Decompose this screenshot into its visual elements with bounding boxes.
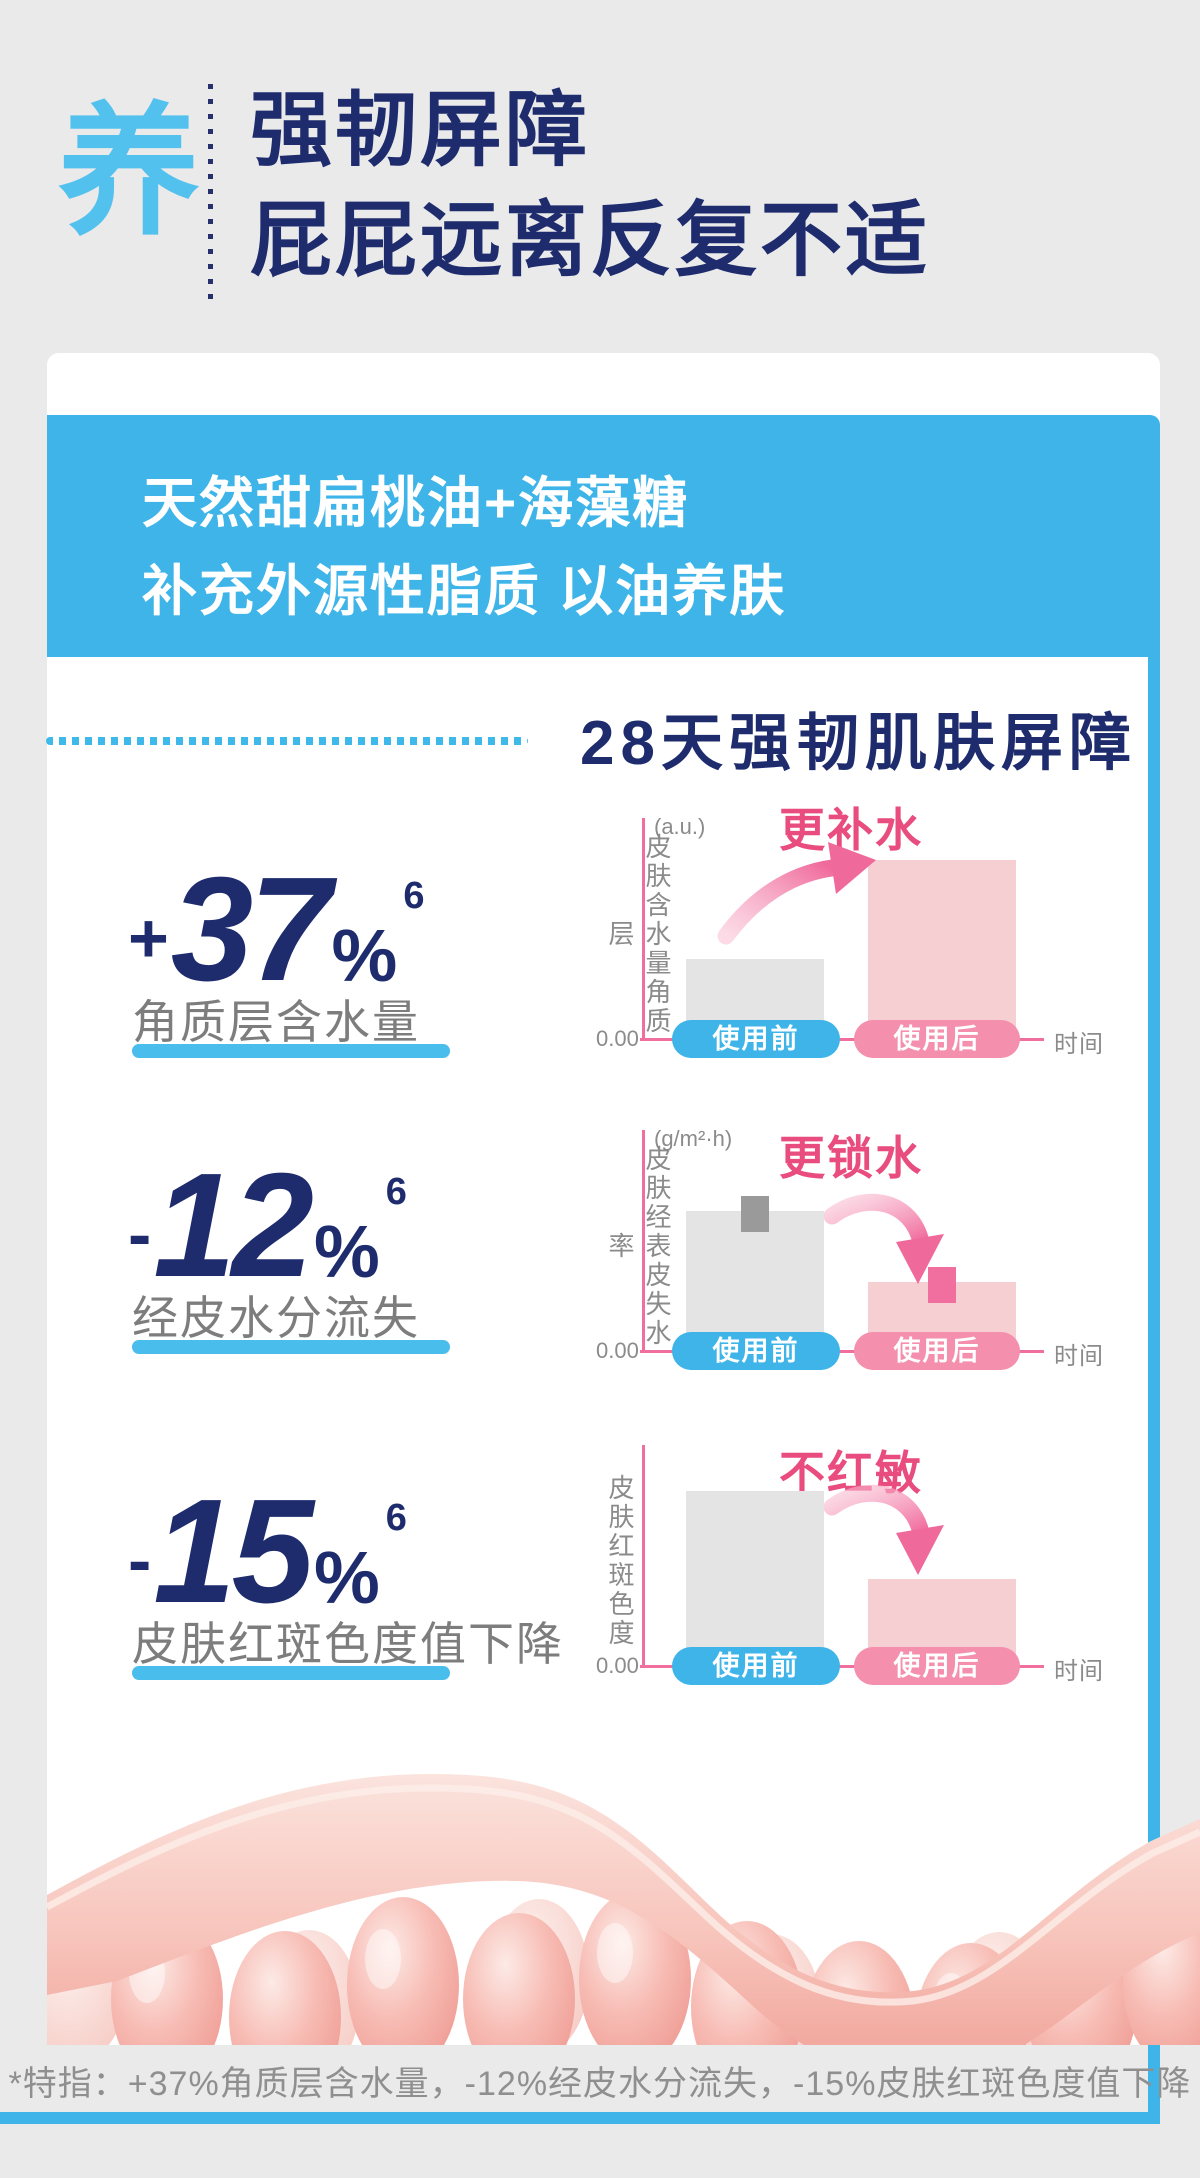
x-axis-line [640,1038,1044,1041]
origin-label: 0.00 [596,1653,639,1678]
stat-number: -15% 6 [128,1478,407,1626]
footnote-text: *特指：+37%角质层含水量，-12%经皮水分流失，-15%皮肤红斑色度值下降 [8,2065,1192,2103]
chart-claim: 更锁水 [779,1132,923,1184]
stat-percent: % [313,1536,380,1619]
ingredient-banner: 天然甜扁桃油+海藻糖 补充外源性脂质 以油养肤 [47,415,1160,657]
stat-label: 皮肤红斑色度值下降 [132,1618,564,1670]
trend-down-arrow [824,1484,944,1575]
stat-sign: - [128,1521,152,1599]
y-axis-line [642,818,645,1041]
x-axis-label: 时间 [1054,1343,1104,1370]
x-category-after: 使用后 [854,1647,1020,1685]
skin-layer-illustration [47,1774,1200,2045]
skin-sheet-highlight [47,1784,1200,2006]
stat-footnote-marker: 6 [385,1497,407,1539]
banner-line2: 补充外源性脂质 以油养肤 [142,560,787,622]
y-axis-label: 皮肤红斑色度 [605,1474,635,1648]
skin-sheet [47,1774,1200,2045]
stat-sign: + [128,899,169,977]
bar-before [686,1211,824,1352]
x-category-before: 使用前 [672,1647,840,1685]
bar-after [868,860,1016,1040]
page-title: 强韧屏障 屁屁远离反复不适 [250,76,930,296]
stat-underline [132,1340,450,1354]
vertical-dotted-divider [208,84,213,300]
y-axis-unit: (g/m²·h) [654,1126,733,1151]
error-bar-after [928,1267,956,1303]
y-axis-line [642,1130,645,1353]
x-axis-line [640,1350,1044,1353]
stat-underline [132,1044,450,1058]
stat-digits: 15 [153,1469,314,1634]
chart-skin-hydration: 更补水 (a.u.) 皮肤含水量角质层 0.00 使用前 使用后 时间 [596,788,1116,1058]
origin-label: 0.00 [596,1026,639,1051]
stat-hydration: +37% 6 角质层含水量 [128,856,608,1066]
right-accent-strip [1148,655,1160,2124]
section-title: 28天强韧肌肤屏障 [580,709,1137,778]
stat-percent: % [313,1210,380,1293]
chart-water-loss: 更锁水 (g/m²·h) 皮肤经表皮失水率 0.00 使用前 使用后 时间 [596,1100,1116,1370]
stat-digits: 12 [153,1143,314,1308]
horizontal-dotted-line [46,737,528,745]
x-category-before: 使用前 [672,1020,840,1058]
stat-sign: - [128,1195,152,1273]
x-axis-label: 时间 [1054,1658,1104,1685]
x-category-after: 使用后 [854,1020,1020,1058]
chart-claim: 更补水 [779,804,923,856]
error-bar-before [741,1196,769,1232]
trend-up-arrow [717,842,876,945]
banner-line1: 天然甜扁桃油+海藻糖 [142,472,690,534]
decor-char-yang: 养 [58,93,200,252]
stat-label: 经皮水分流失 [132,1292,420,1344]
origin-label: 0.00 [596,1338,639,1363]
stat-underline [132,1666,450,1680]
bar-before [686,1491,824,1667]
stat-footnote-marker: 6 [403,875,425,917]
x-category-after: 使用后 [854,1332,1020,1370]
y-axis-line [642,1445,645,1668]
stat-redness: -15% 6 皮肤红斑色度值下降 [128,1478,608,1688]
stat-number: +37% 6 [128,856,424,1004]
stat-number: -12% 6 [128,1152,407,1300]
x-category-before: 使用前 [672,1332,840,1370]
x-axis-label: 时间 [1054,1031,1104,1058]
stat-water-loss: -12% 6 经皮水分流失 [128,1152,608,1362]
chart-redness: 不红敏 皮肤红斑色度 0.00 使用前 使用后 时间 [596,1415,1116,1685]
y-axis-label: 皮肤含水量角质层 [605,832,672,1036]
stat-label: 角质层含水量 [132,996,420,1048]
trend-down-arrow [824,1193,944,1284]
x-axis-line [640,1665,1044,1668]
page-title-line1: 强韧屏障 [250,85,591,176]
y-axis-unit: (a.u.) [654,814,706,839]
stat-digits: 37 [170,847,332,1012]
page-title-line2: 屁屁远离反复不适 [250,195,931,286]
bottom-accent-stripe [0,2112,1160,2124]
y-axis-label: 皮肤经表皮失水率 [605,1144,672,1348]
stat-percent: % [331,914,398,997]
stat-footnote-marker: 6 [385,1171,407,1213]
